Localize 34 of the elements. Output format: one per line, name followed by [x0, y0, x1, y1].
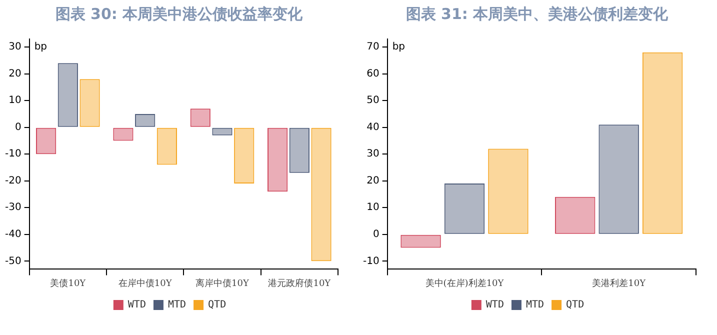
- x-tick-label: 美港利差10Y: [592, 278, 647, 289]
- x-tick-label: 在岸中债10Y: [118, 278, 173, 289]
- y-tick-label: 30: [8, 42, 22, 53]
- y-tick-label: 70: [366, 42, 380, 53]
- y-tick-label: 50: [366, 95, 380, 106]
- y-tick-label: 10: [8, 95, 22, 106]
- x-tick-label: 美中(在岸)利差10Y: [425, 278, 505, 289]
- x-tick-label: 港元政府债10Y: [268, 278, 332, 289]
- y-tick-label: -40: [4, 228, 22, 240]
- y-tick-label: 30: [366, 148, 380, 160]
- y-axis-title: bp: [34, 42, 48, 53]
- legend-label: WTD: [128, 300, 146, 311]
- y-tick-label: 10: [366, 202, 380, 214]
- y-tick-label: -10: [4, 148, 22, 160]
- y-tick-label: -50: [4, 256, 22, 267]
- x-tick-label: 美债10Y: [50, 278, 87, 289]
- chart-title: 图表 30: 本周美中港公债收益率变化: [54, 4, 304, 25]
- y-tick-label: 0: [372, 228, 380, 240]
- x-tick-label: 离岸中债10Y: [196, 278, 250, 289]
- y-tick-label: 60: [366, 68, 380, 80]
- legend-label: MTD: [526, 300, 544, 311]
- y-tick-label: 40: [366, 122, 380, 133]
- legend-label: QTD: [208, 300, 226, 311]
- y-tick-label: -10: [362, 256, 380, 267]
- legend-label: MTD: [168, 300, 186, 311]
- legend-label: QTD: [566, 300, 584, 311]
- y-tick-label: 0: [14, 122, 22, 133]
- y-tick-label: -20: [4, 175, 22, 186]
- y-tick-label: -30: [4, 202, 22, 214]
- y-tick-label: 20: [366, 175, 380, 186]
- chart-title: 图表 31: 本周美中、美港公债利差变化: [404, 4, 670, 25]
- y-tick-label: 20: [8, 68, 22, 80]
- y-axis-title: bp: [392, 42, 406, 53]
- legend-label: WTD: [486, 300, 504, 311]
